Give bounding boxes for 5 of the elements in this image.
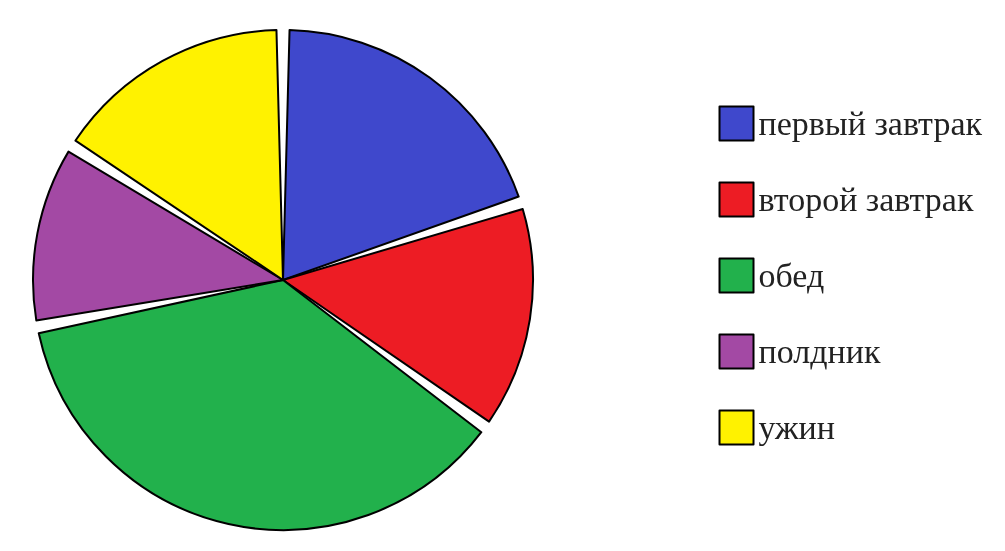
legend-label: первый завтрак <box>758 105 983 142</box>
legend-label: полдник <box>758 333 881 370</box>
legend-label: обед <box>758 257 825 294</box>
legend-label: второй завтрак <box>758 181 974 218</box>
legend-label: ужин <box>758 409 835 446</box>
